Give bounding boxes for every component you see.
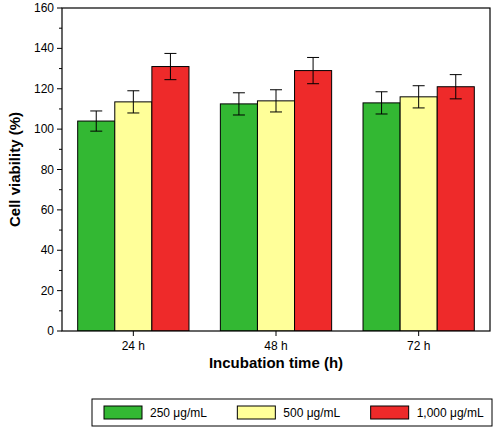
error-cap — [450, 98, 462, 99]
error-line — [418, 86, 419, 108]
y-tick-label: 140 — [34, 41, 54, 55]
x-tick — [418, 331, 419, 336]
error-cap — [127, 112, 139, 113]
bar — [152, 67, 189, 331]
y-minor-tick — [59, 310, 62, 311]
y-minor-tick — [59, 149, 62, 150]
y-tick — [57, 209, 62, 210]
y-tick — [57, 48, 62, 49]
y-tick — [57, 169, 62, 170]
x-tick-label: 24 h — [122, 339, 145, 353]
bar — [295, 71, 332, 331]
bar — [78, 121, 115, 331]
chart: 0 20 40 60 80 100 120 140 160 24 h 48 h 72 h Incubat… — [0, 0, 500, 432]
error-cap — [164, 79, 176, 80]
y-tick-label: 0 — [47, 324, 54, 338]
error-line — [96, 111, 97, 131]
bar — [437, 87, 474, 331]
error-bar — [376, 92, 388, 114]
error-cap — [307, 83, 319, 84]
y-minor-tick — [59, 68, 62, 69]
x-axis-label: Incubation time (h) — [209, 354, 343, 371]
plot-frame — [62, 8, 490, 331]
error-bar — [90, 111, 102, 131]
y-tick — [57, 331, 62, 332]
y-tick — [57, 290, 62, 291]
error-bar — [270, 90, 282, 112]
y-tick-label: 20 — [41, 284, 55, 298]
error-line — [170, 53, 171, 79]
y-tick-label: 60 — [41, 203, 55, 217]
y-tick — [57, 129, 62, 130]
x-tick-label: 48 h — [264, 339, 287, 353]
x-tick-label: 72 h — [407, 339, 430, 353]
x-tick — [133, 331, 134, 336]
y-axis-label: Cell viability (%) — [6, 112, 23, 227]
y-minor-tick — [59, 189, 62, 190]
legend-box — [92, 399, 492, 426]
error-bar — [413, 86, 425, 108]
error-line — [313, 57, 314, 83]
bar — [400, 97, 437, 331]
y-minor-tick — [59, 28, 62, 29]
y-minor-tick — [59, 270, 62, 271]
y-tick — [57, 88, 62, 89]
error-cap — [233, 114, 245, 115]
error-cap — [413, 85, 425, 86]
bar — [363, 103, 400, 331]
bars — [78, 53, 475, 331]
legend-swatch — [237, 406, 275, 419]
legend-label: 500 μg/mL — [283, 406, 340, 420]
error-bar — [127, 91, 139, 113]
error-cap — [413, 107, 425, 108]
y-tick-label: 100 — [34, 122, 54, 136]
bar — [257, 101, 294, 331]
y-tick — [57, 250, 62, 251]
y-minor-tick — [59, 108, 62, 109]
legend-swatch — [104, 406, 142, 419]
legend-label: 250 μg/mL — [150, 406, 207, 420]
error-bar — [233, 93, 245, 115]
error-bar — [307, 57, 319, 83]
error-cap — [270, 111, 282, 112]
bar — [115, 102, 152, 331]
y-tick-label: 160 — [34, 1, 54, 15]
bar — [220, 104, 257, 331]
y-tick-label: 120 — [34, 82, 54, 96]
chart-container: 0 20 40 60 80 100 120 140 160 24 h 48 h 72 h Incubat… — [0, 0, 500, 432]
y-tick — [57, 8, 62, 9]
x-tick — [276, 331, 277, 336]
error-bar — [164, 53, 176, 79]
error-cap — [233, 92, 245, 93]
error-line — [276, 90, 277, 112]
error-cap — [90, 131, 102, 132]
error-cap — [450, 74, 462, 75]
y-tick-label: 40 — [41, 243, 55, 257]
legend: 250 μg/mL 500 μg/mL 1,000 μg/mL — [92, 399, 492, 426]
error-line — [381, 92, 382, 114]
error-cap — [307, 57, 319, 58]
error-cap — [270, 89, 282, 90]
error-line — [133, 91, 134, 113]
error-line — [455, 75, 456, 99]
error-cap — [164, 53, 176, 54]
error-cap — [127, 90, 139, 91]
legend-swatch — [371, 406, 409, 419]
error-cap — [90, 110, 102, 111]
error-cap — [376, 91, 388, 92]
error-cap — [376, 113, 388, 114]
error-line — [238, 93, 239, 115]
y-tick-label: 80 — [41, 163, 55, 177]
y-minor-tick — [59, 230, 62, 231]
legend-label: 1,000 μg/mL — [417, 406, 484, 420]
error-bar — [450, 75, 462, 99]
